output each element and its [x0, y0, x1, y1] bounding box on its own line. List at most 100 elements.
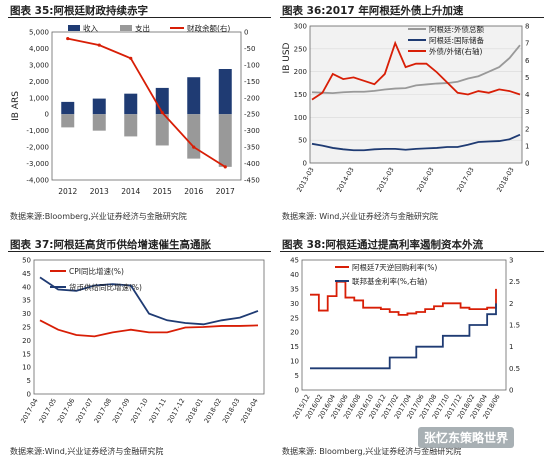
chart2-y-tick-label: 100: [294, 114, 307, 122]
chart1-y2-tick-label: -300: [244, 127, 260, 135]
chart1-y2-tick-label: -400: [244, 160, 260, 168]
chart2-y2-tick-label: 5: [525, 74, 529, 82]
chart1-bar-revenue: [92, 98, 106, 115]
chart3-line-series-1: [39, 276, 259, 326]
chart1-bar-revenue: [124, 93, 138, 115]
chart1-bar-revenue: [61, 101, 75, 115]
chart3-y-tick-label: 50: [22, 257, 31, 265]
chart3-y-tick-label: 10: [22, 364, 31, 372]
chart2-ylabel: IB USD: [282, 42, 292, 73]
chart2-x-tick-label: 2018-03: [495, 166, 516, 194]
chart4-y-tick-label: 35: [290, 285, 299, 293]
chart1-legend-swatch: [68, 25, 80, 31]
chart2-y2-tick-label: 7: [525, 40, 529, 48]
chart1-y2-tick-label: -250: [244, 111, 260, 119]
chart4-legend-label: 阿根廷7天逆回购利率(%): [352, 262, 437, 272]
chart2-x-tick-label: 2014-03: [335, 166, 356, 194]
chart3-y-tick-label: 0: [27, 391, 31, 399]
chart4-y-tick-label: 20: [290, 329, 299, 337]
chart4-y-tick-label: 10: [290, 358, 299, 366]
chart4-source: 数据来源: Bloomberg,兴业证券经济与金融研究院: [282, 447, 462, 456]
chart4-y-tick-label: 25: [290, 314, 299, 322]
chart2-y2-tick-label: 4: [525, 91, 530, 99]
chart3-panel: 50 45 40 35 30 25 20 15 10 5 0 2017-04 2017-05 2017-0…: [8, 252, 271, 442]
chart1-y2-tick-label: -350: [244, 144, 260, 152]
chart1-bar-expense: [92, 114, 106, 131]
chart4-y2-tick-label: 2.5: [509, 278, 520, 286]
chart2-y2-tick-label: 1: [525, 142, 529, 150]
chart1-bar-expense: [61, 114, 75, 128]
chart2-line-series-1: [311, 133, 521, 152]
chart4-svg: 45403530252015105032.521.510.502015/1220…: [290, 257, 520, 421]
chart3-y-tick-label: 35: [22, 297, 31, 305]
chart1-point-balance: [66, 36, 70, 41]
chart1-y-tick-label: -4,000: [26, 177, 49, 185]
chart1-bar-expense: [218, 114, 232, 167]
chart1-bar-expense: [155, 114, 169, 146]
chart2-x-tick-label: 2016-03: [415, 166, 436, 194]
chart1-svg: 5,000 4,000 3,000 2,000 1,000 0 -1,000 -2,000 -3…: [11, 23, 260, 196]
chart3-source: 数据来源:Wind,兴业证券经济与金融研究院: [10, 447, 164, 456]
chart2-x-tick-label: 2015-03: [375, 166, 396, 194]
chart2-title: 图表 36:2017 年阿根廷外债上升加速: [282, 5, 464, 17]
chart3-svg: 504540353025201510502017-042017-052017-0…: [19, 257, 265, 425]
chart1-y-tick-label: -2,000: [26, 144, 49, 152]
chart3-legend-label: CPI同比增速(%): [69, 266, 124, 276]
chart1-point-balance: [192, 145, 196, 149]
chart2-y-tick-label: 250: [294, 45, 307, 53]
chart1-ylabel: IB ARS: [11, 91, 21, 121]
chart1-line-balance: [67, 37, 226, 168]
chart1-y2-tick-label: -50: [244, 45, 255, 53]
chart1-bar-revenue: [187, 77, 201, 115]
chart3-legend-label: 货币供给同比增速(%): [69, 282, 142, 292]
chart1-y2-tick-label: -450: [244, 177, 260, 185]
chart1-y2-tick-label: -200: [244, 94, 260, 102]
chart4-y-tick-label: 30: [290, 300, 299, 308]
chart1-x-tick-label: 2014: [121, 187, 140, 196]
chart4-title-rule: [280, 251, 544, 252]
chart2-y2-tick-label: 6: [525, 57, 530, 65]
chart1-y-tick-label: -1,000: [26, 127, 49, 135]
chart2-y-tick-label: 0: [303, 160, 307, 168]
chart4-y2-tick-label: 0.5: [509, 365, 520, 373]
watermark: 张忆东策略世界: [418, 427, 515, 448]
chart2-x-tick-label: 2017-03: [455, 166, 476, 194]
chart1-legend-label: 支出: [135, 23, 150, 33]
chart1-plot-frame: [51, 31, 242, 181]
chart2-panel: 300 250 200 150 100 50 0 8 7 6 5 4 3 2 1 0 IB USD 2013-03…: [280, 18, 544, 208]
chart4-y2-tick-label: 3: [509, 257, 513, 265]
chart1-x-tick-label: 2012: [58, 187, 77, 196]
chart2-legend-label: 外债/外储(右轴): [429, 46, 482, 56]
chart1-y2-tick-label: -100: [244, 61, 260, 69]
chart2-y2-tick-label: 0: [525, 160, 529, 168]
chart4-y2-tick-label: 0: [509, 387, 513, 395]
chart2-svg: 300 250 200 150 100 50 0 8 7 6 5 4 3 2 1 0 IB USD 2013-03…: [282, 23, 530, 194]
chart3-y-tick-label: 30: [22, 310, 31, 318]
chart2-plot-frame: [309, 25, 523, 164]
chart2-title-rule: [280, 17, 544, 18]
chart2-y-tick-label: 50: [298, 137, 307, 145]
chart3-y-tick-label: 5: [27, 377, 31, 385]
chart3-y-tick-label: 45: [22, 270, 31, 278]
chart3-y-tick-label: 40: [22, 283, 31, 291]
chart1-y-tick-label: 3,000: [29, 61, 49, 69]
chart4-y-tick-label: 45: [290, 257, 299, 265]
chart1-point-balance: [129, 56, 133, 60]
chart4-y-tick-label: 0: [295, 387, 299, 395]
chart1-title: 图表 35:阿根廷财政持续赤字: [10, 5, 148, 17]
chart3-title: 图表 37:阿根廷高货币供给增速催生高通胀: [10, 239, 211, 251]
chart3-line-series-0: [39, 319, 259, 338]
chart1-bar-expense: [124, 114, 138, 137]
chart2-line-series-0: [311, 44, 521, 95]
chart2-x-tick-label: 2013-03: [295, 166, 316, 194]
chart4-panel: 45 40 35 30 25 20 15 10 5 0 3 2.5 2 1.5 1 0.5 0 2015/12 20…: [280, 252, 544, 442]
chart4-legend-label: 联邦基金利率(%,右轴): [352, 276, 427, 286]
chart1-y2-tick-label: 0: [244, 29, 248, 37]
chart1-legend-label: 收入: [83, 23, 98, 33]
chart1-y2-tick-label: -150: [244, 78, 260, 86]
chart1-y-tick-label: 5,000: [29, 29, 49, 37]
chart3-plot-frame: [33, 259, 265, 395]
chart3-y-tick-label: 15: [22, 350, 31, 358]
chart1-x-tick-label: 2017: [216, 187, 235, 196]
chart4-plot-frame: [301, 259, 507, 391]
